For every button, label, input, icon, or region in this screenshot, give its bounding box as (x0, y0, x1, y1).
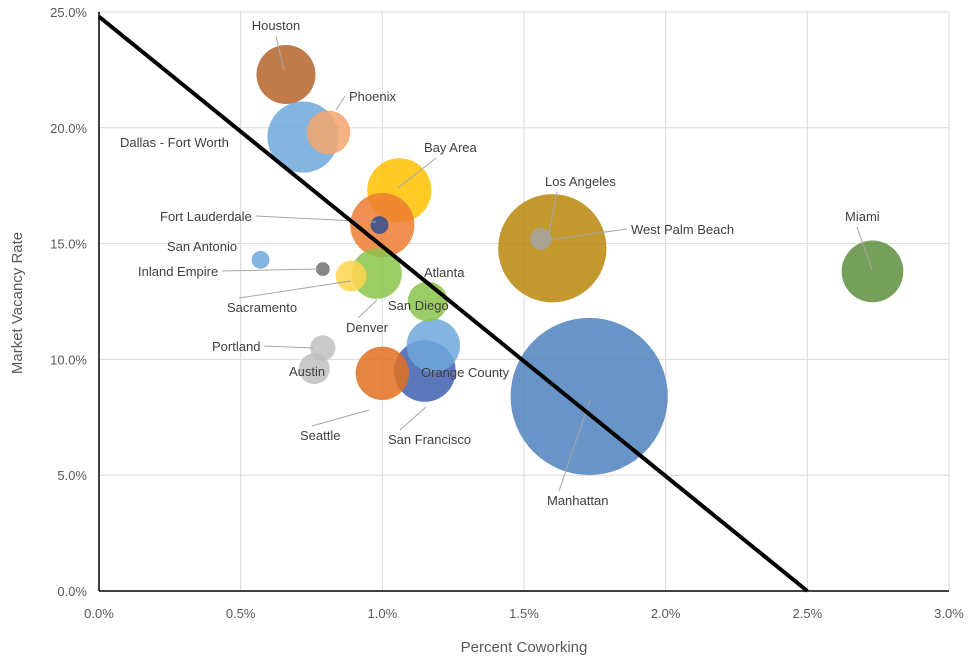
y-axis-title: Market Vacancy Rate (9, 232, 26, 374)
label-inland-empire: Inland Empire (138, 264, 218, 279)
label-sacramento: Sacramento (227, 300, 297, 315)
x-tick-label: 0.0% (84, 606, 114, 621)
label-denver: Denver (346, 320, 389, 335)
bubble-inland-empire (315, 262, 330, 276)
label-orange-county: Orange County (421, 365, 510, 380)
bubbles (251, 45, 904, 476)
leader-los-angeles (547, 191, 558, 239)
label-portland: Portland (212, 339, 260, 354)
trend-line (97, 15, 809, 593)
label-manhattan: Manhattan (547, 493, 608, 508)
leader-portland (264, 345, 314, 349)
bubble-west-palm-beach (498, 194, 607, 303)
label-dallas-fort-worth: Dallas - Fort Worth (120, 135, 229, 150)
bubble-manhattan (510, 317, 668, 476)
x-tick-label: 1.5% (509, 606, 539, 621)
bubble-houston (256, 45, 316, 105)
leader-seattle (311, 409, 370, 427)
leader-lines (222, 35, 873, 492)
label-san-antonio: San Antonio (167, 239, 237, 254)
axes: 0.0% 0.5% 1.0% 1.5% 2.0% 2.5% 3.0% 0.0% 5.0% 10.0… (50, 5, 964, 621)
leader-fort-lauderdale (255, 215, 377, 223)
point-labels: Houston Phoenix Dallas - Fort Worth Bay Are… (120, 18, 880, 508)
x-axis-title: Percent Coworking (461, 639, 588, 656)
bubble-phoenix (306, 110, 351, 155)
y-tick-label: 20.0% (50, 121, 87, 136)
bubble-fort-lauderdale (370, 216, 389, 234)
bubble-los-angeles (530, 228, 552, 250)
leader-inland-empire (222, 268, 319, 272)
bubble-portland (310, 335, 336, 361)
bubble-san-antonio (251, 250, 270, 269)
x-tick-label: 1.0% (368, 606, 398, 621)
bubble-seattle (355, 346, 410, 400)
x-tick-label: 3.0% (934, 606, 964, 621)
leader-san-francisco (399, 406, 427, 431)
bubble-austin (298, 353, 330, 385)
label-san-francisco: San Francisco (388, 432, 471, 447)
leader-houston (275, 35, 285, 71)
trend-line-group (97, 15, 809, 593)
y-tick-label: 25.0% (50, 5, 87, 20)
leader-denver (357, 299, 378, 319)
leader-west-palm-beach (546, 228, 628, 241)
y-tick-label: 10.0% (50, 352, 87, 367)
bubble-orange-county (406, 318, 461, 373)
label-phoenix: Phoenix (349, 89, 396, 104)
label-west-palm-beach: West Palm Beach (631, 222, 734, 237)
label-austin: Austin (289, 364, 325, 379)
label-miami: Miami (845, 209, 880, 224)
x-tick-label: 2.0% (651, 606, 681, 621)
label-houston: Houston (252, 18, 300, 33)
y-tick-label: 0.0% (57, 584, 87, 599)
y-tick-label: 5.0% (57, 468, 87, 483)
label-bay-area: Bay Area (424, 140, 478, 155)
x-tick-label: 2.5% (793, 606, 823, 621)
x-tick-label: 0.5% (226, 606, 256, 621)
y-tick-label: 15.0% (50, 237, 87, 252)
label-san-diego: San Diego (388, 298, 449, 313)
leader-bay-area (397, 157, 437, 189)
leader-phoenix (335, 95, 346, 111)
label-seattle: Seattle (300, 428, 340, 443)
bubble-atlanta (351, 248, 402, 299)
bubble-miami (841, 240, 904, 303)
label-atlanta: Atlanta (424, 265, 465, 280)
label-los-angeles: Los Angeles (545, 174, 616, 189)
leader-miami (856, 226, 873, 271)
label-fort-lauderdale: Fort Lauderdale (160, 209, 252, 224)
leader-sacramento (238, 280, 352, 299)
bubble-sacramento (335, 260, 367, 292)
leader-manhattan (558, 399, 591, 492)
